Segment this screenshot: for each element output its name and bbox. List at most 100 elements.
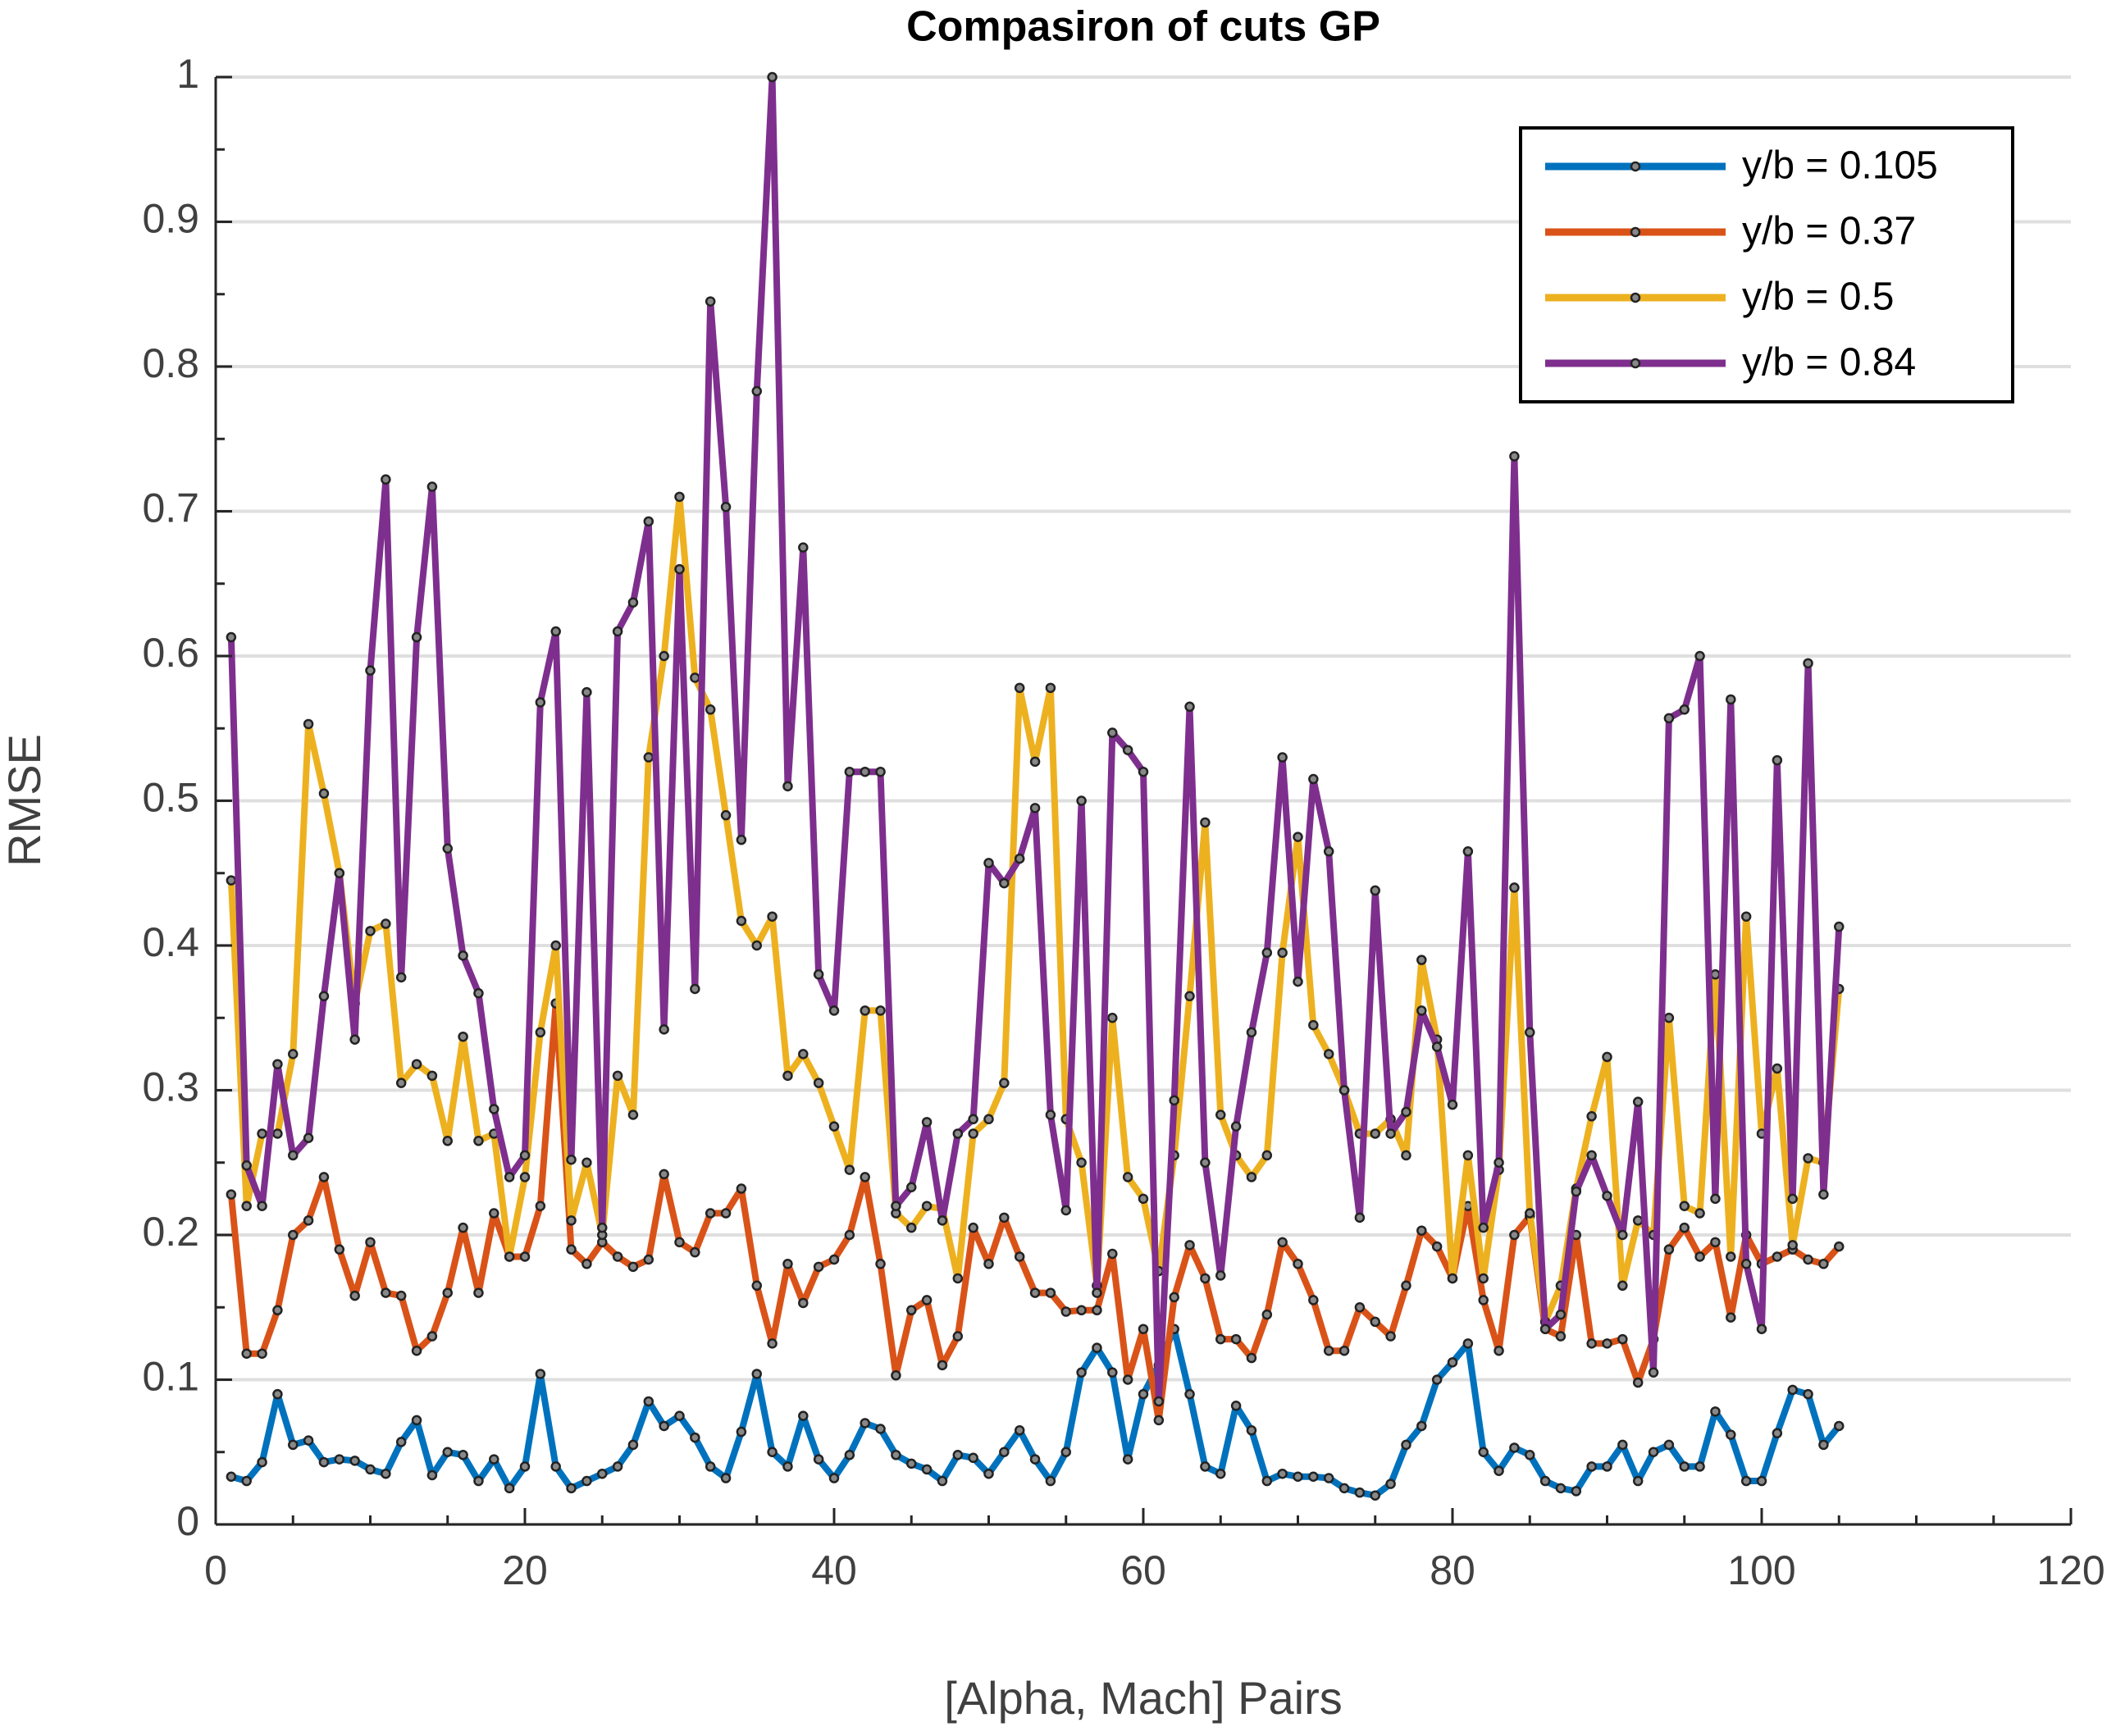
- data-point: [1509, 451, 1520, 462]
- data-point: [1277, 947, 1288, 959]
- data-point: [318, 1456, 330, 1468]
- data-point: [442, 843, 453, 854]
- data-point: [395, 1437, 407, 1447]
- data-point: [1478, 1222, 1489, 1233]
- data-point: [767, 1447, 778, 1457]
- data-point: [1215, 1270, 1226, 1281]
- data-point: [1648, 1447, 1659, 1457]
- data-point: [1772, 1063, 1783, 1074]
- data-point: [1772, 754, 1783, 766]
- data-point: [767, 1338, 778, 1349]
- data-point: [828, 1121, 840, 1132]
- data-point: [442, 1136, 453, 1146]
- data-point: [381, 918, 391, 929]
- data-point: [241, 1475, 252, 1487]
- data-point: [226, 1189, 237, 1200]
- data-point: [1277, 752, 1288, 763]
- data-point: [257, 1201, 267, 1211]
- data-point: [844, 766, 855, 777]
- data-point: [1602, 1191, 1612, 1201]
- data-point: [1045, 1109, 1056, 1120]
- data-point: [349, 1456, 360, 1466]
- data-point: [921, 1295, 933, 1305]
- data-point: [519, 1150, 531, 1161]
- data-point: [504, 1483, 515, 1494]
- data-point: [1354, 1212, 1366, 1223]
- data-point: [504, 1172, 515, 1182]
- data-point: [1694, 1208, 1705, 1219]
- legend-marker: [1630, 226, 1641, 238]
- data-point: [1478, 1295, 1489, 1305]
- data-point: [473, 1136, 484, 1146]
- data-point: [1525, 1027, 1535, 1038]
- data-point: [1308, 1019, 1319, 1031]
- data-point: [782, 781, 793, 792]
- data-point: [1293, 976, 1303, 987]
- data-point: [612, 1070, 623, 1082]
- data-point: [1772, 1428, 1783, 1439]
- data-point: [1663, 1013, 1675, 1023]
- x-tick-label: 20: [502, 1547, 548, 1593]
- data-point: [782, 1461, 793, 1472]
- data-point: [1014, 682, 1025, 694]
- data-point: [226, 875, 237, 886]
- data-point: [1107, 1248, 1118, 1260]
- data-point: [1726, 694, 1736, 705]
- data-point: [1261, 947, 1273, 959]
- data-point: [1787, 1240, 1798, 1251]
- data-point: [906, 1458, 917, 1469]
- data-point: [1122, 745, 1133, 755]
- legend-box: [1519, 126, 2014, 403]
- data-point: [983, 1259, 994, 1269]
- data-point: [1478, 1273, 1489, 1284]
- data-point: [1215, 1109, 1226, 1120]
- y-tick-label: 0.9: [142, 196, 199, 242]
- data-point: [813, 1261, 824, 1273]
- data-point: [1401, 1280, 1411, 1292]
- data-point: [1246, 1172, 1257, 1182]
- data-point: [1060, 1447, 1071, 1457]
- data-point: [1447, 1099, 1458, 1110]
- data-point: [1431, 1374, 1443, 1385]
- data-point: [1138, 1193, 1149, 1205]
- data-point: [860, 1005, 870, 1016]
- data-point: [690, 672, 700, 683]
- data-point: [1602, 1461, 1612, 1472]
- data-point: [1834, 1241, 1845, 1252]
- data-point: [860, 1418, 870, 1428]
- data-point: [1184, 991, 1195, 1002]
- data-point: [1478, 1447, 1489, 1457]
- data-point: [968, 1128, 978, 1139]
- data-point: [1323, 846, 1334, 857]
- data-point: [1014, 1251, 1025, 1262]
- data-point: [334, 1244, 345, 1255]
- data-point: [519, 1251, 531, 1262]
- data-point: [1092, 1342, 1102, 1353]
- data-point: [535, 697, 546, 708]
- data-point: [1029, 1454, 1041, 1465]
- data-point: [226, 631, 237, 643]
- data-point: [937, 1215, 948, 1226]
- data-point: [999, 1078, 1010, 1088]
- data-point: [1740, 1259, 1752, 1269]
- data-point: [643, 752, 654, 763]
- data-point: [1092, 1287, 1102, 1298]
- data-point: [1323, 1049, 1334, 1059]
- data-point: [1525, 1208, 1535, 1219]
- data-point: [1494, 1345, 1504, 1356]
- data-point: [395, 1290, 407, 1301]
- data-point: [705, 1208, 716, 1219]
- data-point: [1602, 1338, 1612, 1349]
- data-point: [1246, 1027, 1257, 1038]
- data-point: [1169, 1292, 1179, 1303]
- data-point: [983, 1114, 994, 1125]
- data-point: [1370, 1490, 1380, 1501]
- data-point: [1694, 1251, 1705, 1262]
- data-point: [1632, 1215, 1644, 1226]
- data-point: [1586, 1338, 1597, 1349]
- data-point: [1679, 1461, 1690, 1472]
- legend-label: y/b = 0.5: [1742, 276, 1894, 319]
- data-point: [1122, 1374, 1133, 1385]
- y-tick-label: 0.7: [142, 485, 199, 531]
- data-point: [1710, 1237, 1721, 1248]
